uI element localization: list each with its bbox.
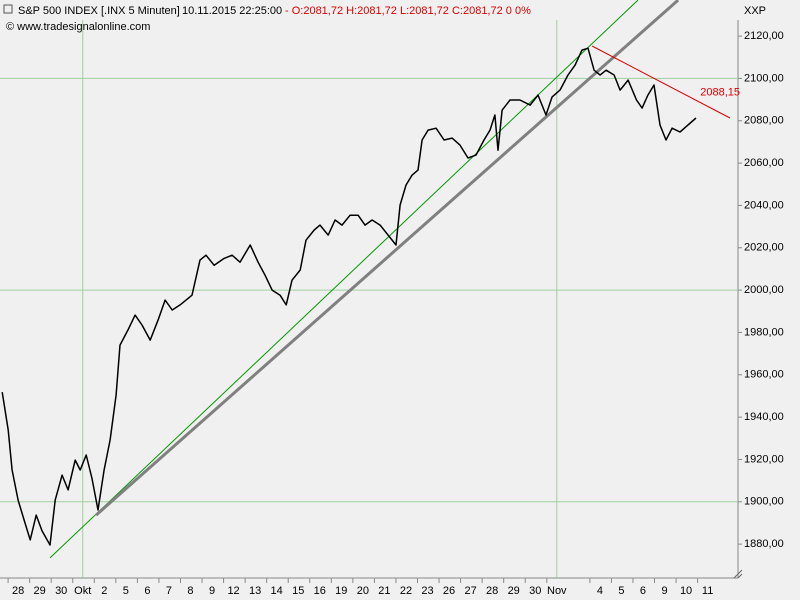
x-tick-label: 30 (55, 585, 67, 597)
corner-label: XXP (744, 5, 766, 17)
x-tick-label: 21 (378, 585, 390, 597)
trend-line (95, 0, 680, 517)
y-tick-label: 1960,00 (744, 369, 784, 381)
x-tick-label: Nov (547, 585, 567, 597)
x-tick-label: 6 (144, 585, 150, 597)
x-tick-label: 30 (529, 585, 541, 597)
x-tick-label: 29 (508, 585, 520, 597)
x-tick-label: 14 (271, 585, 283, 597)
y-tick-label: 1920,00 (744, 453, 784, 465)
trend-line (591, 45, 731, 119)
trend-line (49, 0, 639, 559)
y-tick-label: 2100,00 (744, 72, 784, 84)
x-tick-label: 9 (661, 585, 667, 597)
x-tick-label: 19 (335, 585, 347, 597)
x-tick-label: 26 (443, 585, 455, 597)
x-tick-label: 2 (101, 585, 107, 597)
resize-grip (733, 569, 743, 579)
quote: - O:2081,72 H:2081,72 L:2081,72 C:2081,7… (285, 5, 531, 17)
x-tick-label: 22 (400, 585, 412, 597)
x-tick-label: 7 (166, 585, 172, 597)
y-tick-label: 2080,00 (744, 115, 784, 127)
x-tick-label: 9 (209, 585, 215, 597)
source: © www.tradesignalonline.com (6, 21, 150, 33)
y-tick-label: 1880,00 (744, 538, 784, 550)
plot-area (0, 0, 738, 578)
y-tick-label: 1980,00 (744, 326, 784, 338)
x-tick-label: 12 (227, 585, 239, 597)
x-tick-label: 16 (314, 585, 326, 597)
timestamp: 10.11.2015 22:25:00 (182, 5, 282, 17)
y-tick-label: 2040,00 (744, 199, 784, 211)
x-tick-label: 28 (486, 585, 498, 597)
x-tick-label: Okt (74, 585, 91, 597)
y-tick-label: 1940,00 (744, 411, 784, 423)
x-tick-label: 6 (640, 585, 646, 597)
y-tick-label: 2060,00 (744, 157, 784, 169)
trend-label: 2088,15 (700, 86, 740, 98)
x-tick-label: 5 (123, 585, 129, 597)
x-tick-label: 4 (597, 585, 603, 597)
x-tick-label: 15 (292, 585, 304, 597)
x-tick-label: 27 (464, 585, 476, 597)
x-tick-label: 20 (357, 585, 369, 597)
x-tick-label: 28 (12, 585, 24, 597)
y-tick-label: 2020,00 (744, 242, 784, 254)
x-tick-label: 13 (249, 585, 261, 597)
x-tick-label: 11 (702, 585, 713, 597)
x-tick-label: 29 (34, 585, 46, 597)
chart-title: S&P 500 INDEX [.INX 5 Minuten] (18, 5, 180, 17)
y-tick-label: 1900,00 (744, 496, 784, 508)
x-tick-label: 10 (680, 585, 692, 597)
y-tick-label: 2120,00 (744, 30, 784, 42)
x-tick-label: 23 (421, 585, 433, 597)
x-tick-label: 8 (187, 585, 193, 597)
y-tick-label: 2000,00 (744, 284, 784, 296)
icon (3, 4, 13, 14)
x-tick-label: 5 (618, 585, 624, 597)
price-line (1, 47, 697, 546)
